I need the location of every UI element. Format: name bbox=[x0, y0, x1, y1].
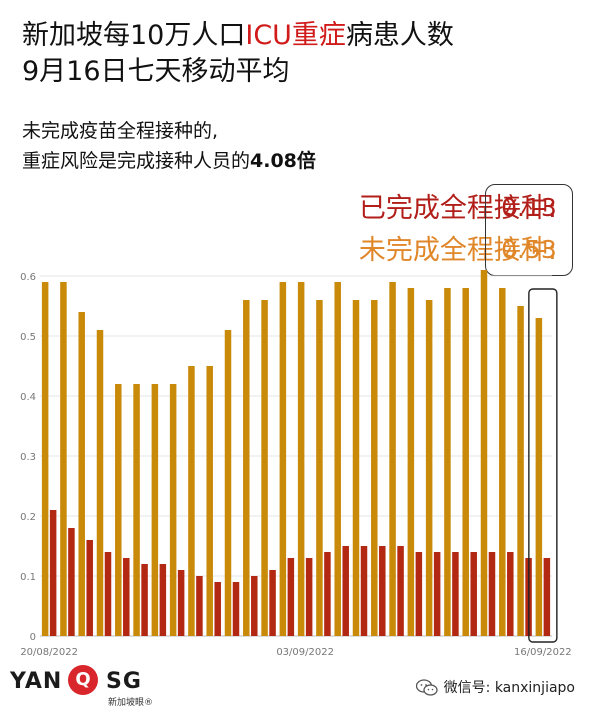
logo-subtext: 新加坡眼® bbox=[108, 698, 154, 708]
bar-vaccinated bbox=[104, 552, 112, 636]
bar-vaccinated bbox=[214, 582, 221, 636]
bar-vaccinated bbox=[342, 546, 349, 636]
y-tick-label: 0 bbox=[30, 632, 36, 643]
wechat-label: 微信号: kanxinjiapo bbox=[443, 680, 575, 696]
legend-vaccinated-value: 0.13 bbox=[501, 193, 557, 222]
subtitle-line1: 未完成疫苗全程接种的, bbox=[22, 120, 219, 142]
bar-vaccinated bbox=[141, 564, 148, 636]
bar-unvaccinated bbox=[151, 384, 159, 636]
bar-unvaccinated bbox=[169, 384, 177, 636]
bar-unvaccinated bbox=[261, 300, 268, 636]
legend: 已完成全程接种: 未完成全程接种: bbox=[359, 188, 557, 272]
bar-vaccinated bbox=[305, 558, 313, 636]
bar-unvaccinated bbox=[371, 300, 378, 636]
bar-unvaccinated bbox=[206, 366, 213, 636]
bar-vaccinated bbox=[415, 552, 423, 636]
x-tick-label: 16/09/2022 bbox=[514, 647, 572, 658]
bar-vaccinated bbox=[287, 558, 295, 636]
bar-unvaccinated bbox=[444, 288, 451, 636]
bar-vaccinated bbox=[232, 582, 240, 636]
bar-vaccinated bbox=[49, 510, 57, 636]
bar-vaccinated bbox=[251, 576, 258, 636]
bar-unvaccinated bbox=[389, 282, 396, 636]
y-tick-label: 0.3 bbox=[20, 452, 36, 463]
bar-vaccinated bbox=[433, 552, 441, 636]
bar-unvaccinated bbox=[517, 306, 524, 636]
subtitle-line2-ratio: 4.08倍 bbox=[250, 150, 316, 172]
bar-unvaccinated bbox=[462, 288, 469, 636]
bar-unvaccinated bbox=[407, 288, 415, 636]
legend-unvaccinated-label: 未完成全程接种: bbox=[358, 235, 557, 266]
y-tick-label: 0.1 bbox=[20, 572, 36, 583]
wechat-id: 微信号: kanxinjiapo bbox=[415, 677, 575, 697]
bar-unvaccinated bbox=[297, 282, 305, 636]
bar-vaccinated bbox=[470, 552, 477, 636]
highlight-box bbox=[528, 288, 558, 643]
y-tick-label: 0.5 bbox=[20, 332, 36, 343]
bar-vaccinated bbox=[379, 546, 386, 636]
bar-unvaccinated bbox=[535, 318, 543, 636]
bar-vaccinated bbox=[68, 528, 75, 636]
x-tick-label: 03/09/2022 bbox=[276, 647, 334, 658]
title-line1-prefix: 新加坡每10万人口 bbox=[22, 20, 246, 51]
bar-unvaccinated bbox=[133, 384, 140, 636]
bar-vaccinated bbox=[452, 552, 459, 636]
bar-unvaccinated bbox=[96, 330, 104, 636]
bar-unvaccinated bbox=[334, 282, 341, 636]
bar-unvaccinated bbox=[279, 282, 287, 636]
title-line2: 9月16日七天移动平均 bbox=[22, 56, 290, 87]
yanqsg-logo: YAN Q SG 新加坡眼® bbox=[10, 663, 175, 708]
bar-vaccinated bbox=[86, 540, 93, 636]
bar-unvaccinated bbox=[499, 288, 506, 636]
logo-mark-icon: Q bbox=[68, 665, 98, 695]
y-tick-label: 0.4 bbox=[20, 392, 36, 403]
chart-subtitle: 未完成疫苗全程接种的, 重症风险是完成接种人员的4.08倍 bbox=[22, 116, 316, 176]
bar-vaccinated bbox=[507, 552, 514, 636]
y-tick-label: 0.2 bbox=[20, 512, 36, 523]
bar-unvaccinated bbox=[425, 300, 433, 636]
bar-vaccinated bbox=[397, 546, 404, 636]
title-line1-suffix: 病患人数 bbox=[345, 20, 454, 51]
bar-vaccinated bbox=[488, 552, 496, 636]
bar-vaccinated bbox=[269, 570, 276, 636]
x-tick-label: 20/08/2022 bbox=[20, 647, 78, 658]
bar-vaccinated bbox=[543, 558, 551, 636]
footer: YAN Q SG 新加坡眼® 微信号: kanxinjiapo bbox=[0, 655, 601, 720]
bar-vaccinated bbox=[324, 552, 331, 636]
bar-vaccinated bbox=[159, 564, 167, 636]
title-line1-highlight: ICU重症 bbox=[245, 20, 346, 51]
bar-unvaccinated bbox=[224, 330, 232, 636]
bar-vaccinated bbox=[196, 576, 203, 636]
bar-unvaccinated bbox=[352, 300, 360, 636]
bar-chart: 0 0.1 0.2 0.3 0.4 0.5 0.6 20/08/2022 03/09/2022 1… bbox=[20, 270, 572, 658]
legend-vaccinated-label: 已完成全程接种: bbox=[358, 193, 557, 224]
wechat-icon bbox=[415, 679, 438, 696]
bar-vaccinated bbox=[360, 546, 368, 636]
bar-unvaccinated bbox=[115, 384, 122, 636]
bar-vaccinated bbox=[123, 558, 130, 636]
bar-unvaccinated bbox=[480, 270, 488, 636]
bar-unvaccinated bbox=[243, 300, 250, 636]
logo-text-right: SG bbox=[106, 669, 142, 694]
bar-vaccinated bbox=[177, 570, 185, 636]
legend-unvaccinated-value: 0.53 bbox=[501, 235, 557, 264]
bar-unvaccinated bbox=[60, 282, 67, 636]
y-tick-label: 0.6 bbox=[20, 272, 36, 283]
bar-unvaccinated bbox=[78, 312, 85, 636]
bar-unvaccinated bbox=[41, 282, 49, 636]
bar-unvaccinated bbox=[188, 366, 195, 636]
subtitle-line2-prefix: 重症风险是完成接种人员的 bbox=[22, 150, 251, 172]
bar-unvaccinated bbox=[316, 300, 323, 636]
logo-text-left: YAN bbox=[10, 669, 63, 694]
chart-title: 新加坡每10万人口ICU重症病患人数 9月16日七天移动平均 bbox=[22, 18, 454, 90]
legend-value-box: 0.13 0.53 bbox=[485, 184, 573, 276]
